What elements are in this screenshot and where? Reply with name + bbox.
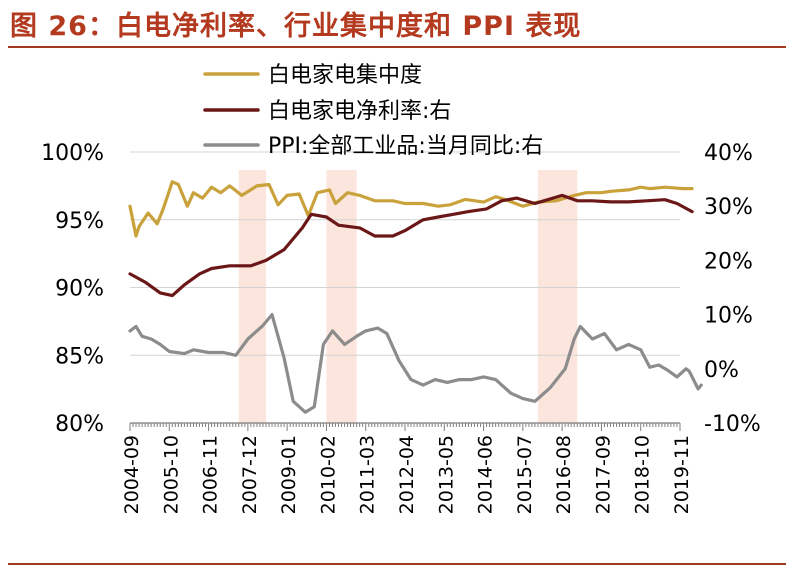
right-y-tick-label: 20% <box>704 249 753 274</box>
x-tick-label: 2012-04 <box>396 435 418 514</box>
legend-label: PPI:全部工业品:当月同比:右 <box>268 134 543 159</box>
x-tick-label: 2011-03 <box>357 435 379 514</box>
x-tick-label: 2013-05 <box>435 435 457 514</box>
left-y-tick-label: 95% <box>55 209 104 234</box>
shaded-period <box>238 170 266 423</box>
figure-title: 图 26：白电净利率、行业集中度和 PPI 表现 <box>10 11 582 42</box>
right-y-tick-label: -10% <box>704 412 761 437</box>
bottom-rule <box>8 563 786 565</box>
x-tick-label: 2010-02 <box>317 435 339 514</box>
x-tick-label: 2015-07 <box>514 435 536 514</box>
x-tick-label: 2016-08 <box>553 435 575 514</box>
right-y-tick-label: 0% <box>704 358 739 383</box>
x-tick-label: 2018-10 <box>632 435 654 514</box>
x-tick-label: 2017-09 <box>592 435 614 514</box>
left-y-axis: 80% 85% 90% 95% 100% <box>41 141 104 437</box>
x-tick-label: 2004-09 <box>121 435 143 514</box>
right-y-axis: -10% 0% 10% 20% 30% 40% <box>704 141 761 437</box>
left-y-tick-label: 85% <box>55 344 104 369</box>
left-y-tick-label: 80% <box>55 412 104 437</box>
right-y-tick-label: 40% <box>704 141 753 166</box>
left-y-tick-label: 90% <box>55 277 104 302</box>
left-y-tick-label: 100% <box>41 141 104 166</box>
x-tick-label: 2006-11 <box>200 435 222 514</box>
title-rule <box>8 46 786 48</box>
shaded-period <box>326 170 357 423</box>
x-tick-label: 2014-06 <box>475 435 497 514</box>
legend-label: 白电家电集中度 <box>268 63 422 88</box>
x-axis: 2004-09 2005-10 2006-11 2007-12 2009-01 2010-… <box>121 423 693 514</box>
gridlines <box>130 151 680 356</box>
series-line <box>128 313 703 414</box>
x-tick-label: 2007-12 <box>239 435 261 514</box>
right-y-tick-label: 10% <box>704 304 753 329</box>
shaded-period <box>537 170 578 423</box>
x-tick-label: 2005-10 <box>160 435 182 514</box>
right-y-tick-label: 30% <box>704 195 753 220</box>
x-tick-label: 2019-11 <box>671 435 693 514</box>
x-tick-label: 2009-01 <box>278 435 300 514</box>
series-line <box>128 193 694 298</box>
series-line <box>128 180 694 238</box>
series-lines <box>128 180 703 414</box>
legend-label: 白电家电净利率:右 <box>268 99 451 124</box>
